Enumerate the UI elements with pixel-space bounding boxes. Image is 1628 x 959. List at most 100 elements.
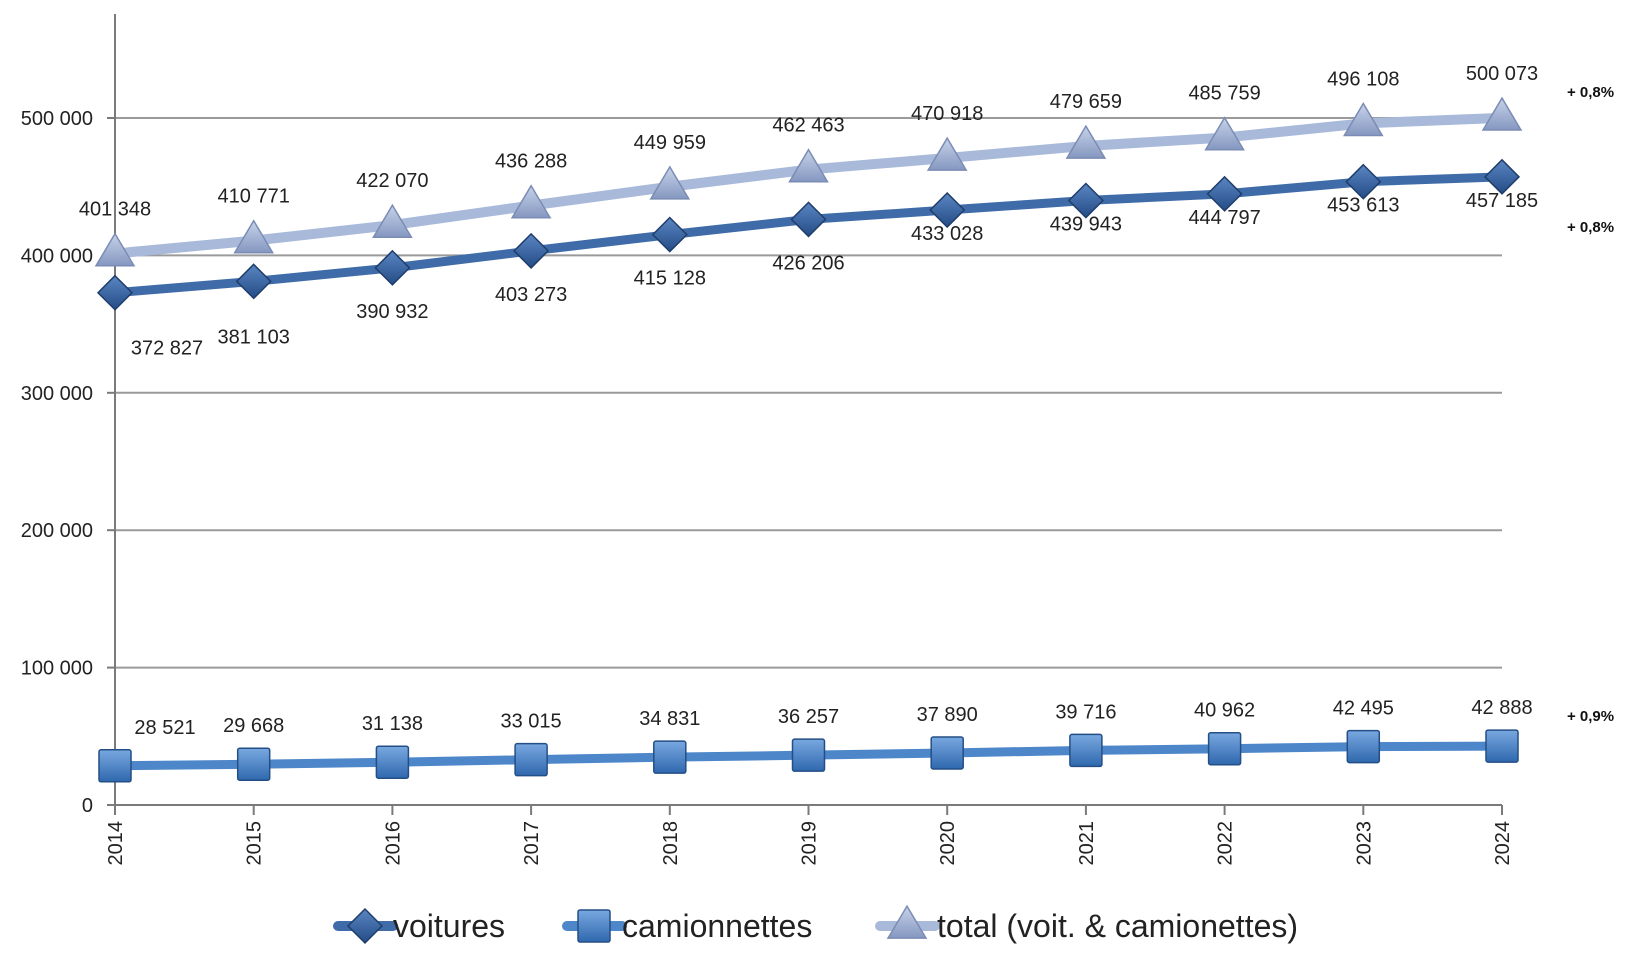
series-camionnettes (98, 729, 1519, 783)
x-tick-label: 2019 (799, 821, 821, 866)
y-tick-label: 0 (82, 795, 93, 817)
data-label-voitures: 426 206 (772, 252, 844, 274)
data-label-camionnettes: 42 495 (1333, 698, 1394, 720)
data-label-voitures: 433 028 (911, 223, 983, 245)
data-label-camionnettes: 29 668 (223, 715, 284, 737)
series-group (94, 96, 1523, 783)
point-camionnettes (375, 745, 410, 779)
legend-label: camionnettes (622, 908, 812, 944)
point-voitures (235, 263, 272, 300)
data-label-camionnettes: 42 888 (1471, 697, 1532, 719)
y-tick-label: 200 000 (21, 520, 93, 542)
point-camionnettes (653, 740, 687, 774)
x-tick-label: 2022 (1215, 821, 1237, 866)
data-label-total: 500 073 (1466, 63, 1538, 85)
x-tick-label: 2023 (1353, 821, 1375, 866)
legend-swatch-marker (346, 907, 384, 945)
point-total (1065, 124, 1107, 159)
data-label-voitures: 439 943 (1050, 214, 1122, 236)
data-label-total: 436 288 (495, 151, 567, 173)
point-camionnettes (930, 736, 964, 770)
y-tick-label: 400 000 (21, 245, 93, 267)
data-label-voitures: 390 932 (356, 301, 428, 323)
data-label-voitures: 457 185 (1466, 190, 1538, 212)
point-camionnettes (98, 749, 132, 783)
data-label-voitures: 444 797 (1188, 207, 1260, 229)
point-total (233, 219, 275, 254)
data-label-camionnettes: 39 716 (1055, 701, 1116, 723)
series-total (94, 96, 1523, 267)
data-label-total: 470 918 (911, 103, 983, 125)
point-total (788, 148, 829, 183)
point-voitures (1345, 163, 1382, 200)
x-tick-label: 2015 (244, 821, 266, 866)
point-total (1204, 116, 1245, 151)
point-voitures (1067, 182, 1104, 219)
data-label-total: 401 348 (79, 199, 151, 221)
legend: voitures camionnettes total (voit. & camio… (333, 904, 1298, 945)
data-labels: 372 827 381 103 390 932 403 273 415 128 426 2… (79, 63, 1614, 739)
point-voitures (1483, 158, 1521, 195)
legend-item-total: total (voit. & camionettes) (875, 904, 1298, 944)
x-tick-label: 2017 (521, 821, 543, 866)
point-total (1342, 102, 1384, 137)
data-label-camionnettes: 37 890 (917, 704, 978, 726)
point-total (510, 184, 552, 219)
gridlines (115, 117, 1502, 669)
data-label-total: 422 070 (356, 170, 428, 192)
data-label-total: 410 771 (218, 186, 290, 208)
x-tick-label: 2020 (937, 821, 959, 866)
data-label-voitures: 415 128 (634, 268, 706, 290)
x-tick-label: 2018 (660, 821, 682, 866)
data-label-total: 449 959 (634, 132, 706, 154)
point-total (926, 136, 968, 171)
point-camionnettes (1485, 729, 1519, 763)
data-label-total: 485 759 (1188, 83, 1260, 105)
legend-label: total (voit. & camionettes) (937, 908, 1298, 944)
point-total (372, 203, 413, 238)
point-camionnettes (236, 747, 271, 781)
x-tick-label: 2014 (105, 821, 127, 866)
data-label-camionnettes: 31 138 (362, 713, 423, 735)
data-label-camionnettes: 36 257 (778, 706, 839, 728)
change-label-voitures: + 0,8% (1567, 219, 1614, 236)
change-label-total: + 0,8% (1567, 84, 1614, 101)
point-camionnettes (791, 738, 826, 772)
point-voitures (651, 216, 688, 253)
data-label-total: 462 463 (772, 115, 844, 137)
y-tick-label: 300 000 (21, 383, 93, 405)
x-tick-label: 2016 (382, 821, 404, 866)
data-label-voitures: 403 273 (495, 284, 567, 306)
point-camionnettes (514, 742, 548, 777)
data-label-camionnettes: 33 015 (501, 711, 562, 733)
legend-swatch-marker (886, 904, 928, 939)
point-voitures (513, 232, 550, 269)
data-label-voitures: 372 827 (131, 338, 203, 360)
y-tick-label: 500 000 (21, 108, 93, 130)
legend-swatch-marker (577, 909, 611, 943)
point-total (1481, 96, 1523, 131)
y-tick-label: 100 000 (21, 658, 93, 680)
data-label-camionnettes: 34 831 (639, 708, 700, 730)
point-total (94, 232, 136, 267)
data-label-total: 496 108 (1327, 68, 1399, 90)
point-camionnettes (1069, 733, 1103, 768)
point-voitures (374, 249, 411, 286)
series-voitures (96, 158, 1521, 311)
point-total (649, 165, 691, 200)
point-camionnettes (1346, 729, 1381, 764)
point-voitures (929, 191, 966, 229)
change-label-camionnettes: + 0,9% (1567, 708, 1614, 725)
axes: 0 100 000 200 000 300 000 400 000 500 000 2014… (21, 14, 1514, 866)
point-voitures (96, 274, 134, 311)
data-label-total: 479 659 (1050, 91, 1122, 113)
point-voitures (1206, 175, 1243, 212)
data-label-voitures: 381 103 (218, 326, 290, 348)
legend-item-voitures: voitures (333, 907, 505, 945)
x-tick-label: 2024 (1492, 821, 1514, 866)
legend-item-camionnettes: camionnettes (562, 908, 812, 944)
point-camionnettes (1207, 731, 1242, 766)
data-label-camionnettes: 40 962 (1194, 700, 1255, 722)
